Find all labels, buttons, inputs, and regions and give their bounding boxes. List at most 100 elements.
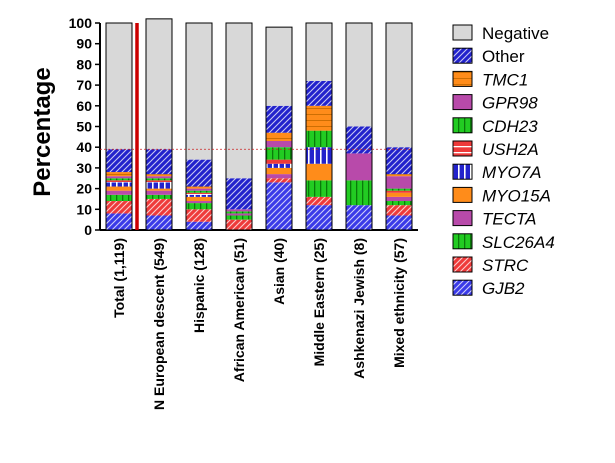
legend-item-other: Other	[452, 47, 525, 66]
legend-label: MYO7A	[482, 163, 542, 182]
segment-negative	[266, 27, 292, 106]
segment-tmc1	[146, 174, 172, 177]
segment-cdh23	[266, 147, 292, 160]
legend-item-slc26a4: SLC26A4	[452, 233, 555, 252]
legend-swatch	[452, 24, 473, 41]
segment-myo15a	[186, 196, 212, 202]
segment-cdh23	[146, 178, 172, 181]
segment-myo15a	[266, 167, 292, 175]
segment-cdh23	[386, 188, 412, 191]
segment-tmc1	[266, 132, 292, 141]
bar-outline	[105, 22, 133, 231]
x-category-labels: Total (1,119) N European descent (549) His…	[111, 238, 407, 410]
segment-negative	[106, 23, 132, 150]
bar-total-1-119	[105, 22, 133, 231]
segment-other	[346, 126, 372, 154]
bar-outline	[265, 26, 293, 231]
legend-item-myo15a: MYO15A	[452, 186, 551, 205]
segment-strc	[146, 198, 172, 216]
segment-negative	[226, 23, 252, 179]
segment-gjb2	[386, 215, 412, 230]
legend-item-gjb2: GJB2	[452, 279, 525, 298]
legend-swatch	[452, 140, 473, 157]
bar-outline	[225, 22, 253, 231]
segment-gjb2	[266, 182, 292, 230]
segment-slc26a4	[146, 194, 172, 199]
segment-myo7a	[106, 182, 132, 187]
segment-ush2a	[186, 192, 212, 195]
segment-myo15a	[386, 192, 412, 197]
y-tick-label: 60	[76, 98, 92, 114]
legend: Negative Other TMC1 GPR98 CDH23 USH2A MYO7A MYO…	[452, 24, 555, 298]
legend-label: STRC	[482, 256, 529, 275]
segment-gpr98	[346, 153, 372, 181]
segment-myo15a	[106, 186, 132, 191]
y-tick-label: 90	[76, 36, 92, 52]
segment-cdh23	[226, 211, 252, 214]
category-label: N European descent (549)	[151, 238, 167, 410]
segment-gjb2	[146, 215, 172, 230]
bar-ashkenazi-jewish-8	[345, 22, 373, 231]
y-axis-title: Percentage	[29, 67, 56, 196]
legend-label: Other	[482, 47, 525, 66]
y-tick-label: 40	[76, 139, 92, 155]
legend-swatch	[452, 279, 473, 296]
segment-negative	[386, 23, 412, 148]
legend-item-tecta: TECTA	[452, 210, 536, 229]
bar-outline	[385, 22, 413, 231]
legend-label: GJB2	[482, 279, 525, 298]
legend-swatch	[452, 94, 473, 111]
bar-hispanic-128	[185, 22, 213, 231]
legend-label: CDH23	[482, 117, 538, 136]
segment-gjb2	[306, 205, 332, 230]
legend-label: TMC1	[482, 70, 528, 89]
segment-other	[186, 159, 212, 187]
legend-swatch	[452, 70, 473, 87]
bar-outline	[305, 22, 333, 231]
segment-myo15a	[146, 188, 172, 191]
segment-negative	[306, 23, 332, 81]
legend-item-tmc1: TMC1	[452, 70, 528, 89]
legend-item-myo7a: MYO7A	[452, 163, 542, 182]
legend-item-ush2a: USH2A	[452, 140, 539, 159]
segment-strc	[266, 178, 292, 183]
segment-tecta	[386, 196, 412, 202]
segment-cdh23	[306, 130, 332, 148]
legend-swatch	[452, 117, 473, 134]
segment-myo15a	[306, 163, 332, 181]
segment-cdh23	[186, 190, 212, 193]
y-tick-label: 100	[69, 15, 93, 31]
segment-other	[106, 149, 132, 173]
y-tick-label: 70	[76, 77, 92, 93]
segment-gpr98	[386, 176, 412, 189]
segment-tecta	[106, 190, 132, 195]
segment-other	[386, 147, 412, 175]
legend-swatch	[452, 210, 473, 227]
bar-n-european-descent-549	[145, 18, 173, 231]
legend-item-negative: Negative	[452, 24, 549, 43]
y-tick-label: 80	[76, 56, 92, 72]
segment-slc26a4	[346, 180, 372, 206]
bars	[100, 18, 413, 231]
segment-myo7a	[146, 182, 172, 189]
legend-swatch	[452, 233, 473, 250]
segment-gpr98	[146, 176, 172, 179]
segment-ush2a	[386, 190, 412, 193]
bar-middle-eastern-25	[305, 22, 333, 231]
legend-swatch	[452, 163, 473, 180]
segment-slc26a4	[186, 203, 212, 210]
y-ticks: 0 10 20 30 40 50 60 70 80 90 100	[69, 15, 100, 238]
y-tick-label: 30	[76, 160, 92, 176]
bar-african-american-51	[225, 22, 253, 231]
segment-strc	[106, 201, 132, 214]
legend-label: Negative	[482, 24, 549, 43]
segment-tecta	[146, 190, 172, 195]
legend-swatch	[452, 256, 473, 273]
segment-tecta	[226, 213, 252, 216]
segment-gjb2	[106, 213, 132, 230]
bar-outline	[185, 22, 213, 231]
segment-other	[266, 105, 292, 133]
y-tick-label: 20	[76, 181, 92, 197]
bar-mixed-ethnicity-57	[385, 22, 413, 231]
